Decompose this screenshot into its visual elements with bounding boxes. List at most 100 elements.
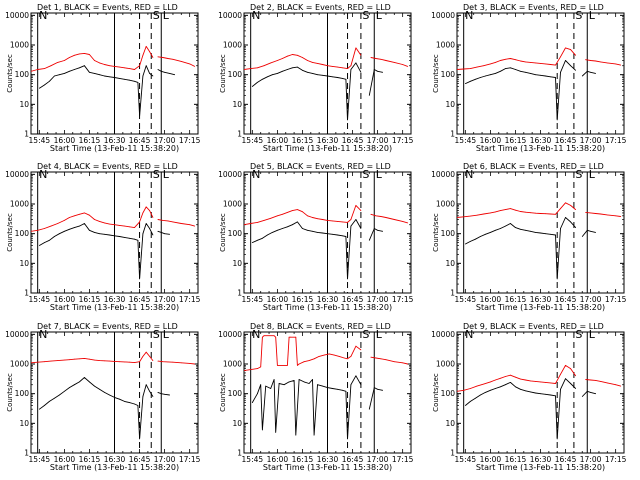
data-point-lld	[119, 361, 120, 363]
data-point-events	[500, 228, 501, 229]
x-tick-label-2: 16:15	[292, 455, 314, 464]
data-point-lld	[44, 228, 45, 229]
data-point-events	[525, 229, 526, 231]
data-point-events	[535, 392, 536, 394]
y-tick-label-1: 10	[445, 419, 455, 428]
data-point-lld	[360, 349, 362, 351]
data-point-events	[520, 70, 521, 72]
data-point-lld	[257, 368, 258, 369]
x-axis-label: Start Time (13-Feb-11 15:38:20)	[476, 463, 605, 472]
y-tick-label-2: 100	[228, 229, 243, 238]
data-point-lld	[338, 356, 340, 357]
data-point-lld	[470, 215, 471, 217]
data-point-lld	[270, 217, 272, 219]
data-point-events	[69, 70, 70, 72]
data-point-events	[505, 384, 506, 386]
series-events-line	[39, 223, 170, 280]
data-point-events	[575, 388, 576, 389]
data-point-lld	[84, 212, 85, 214]
data-point-events	[540, 74, 541, 76]
x-tick-label-1: 16:00	[480, 136, 502, 145]
x-tick-label-1: 16:00	[267, 455, 289, 464]
data-point-lld	[250, 223, 252, 224]
data-point-events	[69, 228, 70, 230]
data-point-lld	[355, 47, 357, 49]
data-point-events	[124, 401, 125, 402]
data-point-lld	[545, 63, 546, 65]
data-point-lld	[119, 225, 120, 226]
data-point-lld	[99, 360, 100, 361]
x-tick-label-3: 16:30	[104, 295, 126, 304]
data-point-lld	[595, 380, 596, 381]
data-point-lld	[194, 66, 196, 67]
data-point-lld	[328, 353, 330, 355]
x-tick-label-4: 16:45	[342, 455, 364, 464]
data-point-events	[485, 75, 486, 77]
x-tick-label-6: 17:15	[605, 136, 627, 145]
data-point-events	[104, 233, 105, 235]
data-point-lld	[172, 361, 174, 363]
data-point-events	[293, 380, 295, 381]
x-tick-label-4: 16:45	[129, 455, 151, 464]
data-point-events	[465, 405, 466, 406]
data-point-lld	[134, 69, 135, 70]
data-point-events	[129, 79, 130, 81]
data-point-events	[160, 393, 162, 395]
data-point-lld	[540, 63, 541, 64]
x-tick-label-3: 16:30	[530, 455, 552, 464]
data-point-lld	[332, 66, 333, 67]
data-point-lld	[360, 210, 362, 212]
x-tick-label-0: 15:45	[29, 455, 51, 464]
data-point-lld	[375, 215, 377, 217]
x-tick-label-1: 16:00	[54, 455, 76, 464]
data-point-events	[59, 74, 60, 76]
data-point-events	[495, 73, 496, 74]
data-point-events	[302, 69, 303, 71]
x-tick-label-3: 16:30	[317, 136, 339, 145]
data-point-lld	[157, 360, 159, 362]
data-point-events	[257, 239, 258, 241]
data-point-lld	[355, 205, 357, 206]
series-events-line	[465, 217, 596, 280]
data-point-events	[273, 379, 275, 380]
data-point-events	[89, 381, 90, 383]
y-tick-label-4: 10000	[431, 11, 455, 20]
data-point-events	[312, 230, 313, 232]
data-point-lld	[260, 366, 262, 368]
data-point-events	[560, 228, 561, 229]
data-point-lld	[510, 374, 511, 376]
data-point-events	[84, 377, 85, 378]
data-point-events	[586, 229, 588, 231]
data-point-lld	[595, 213, 596, 214]
data-point-events	[485, 233, 486, 235]
data-point-events	[350, 384, 352, 386]
marker-label-2: S	[575, 9, 582, 22]
data-point-events	[79, 225, 80, 227]
x-tick-label-6: 17:15	[392, 295, 414, 304]
data-point-events	[590, 71, 591, 73]
data-point-lld	[555, 64, 556, 66]
y-tick-label-1: 10	[232, 419, 242, 428]
data-point-events	[265, 385, 267, 387]
y-axis-label: Counts/sec	[219, 54, 227, 93]
data-point-events	[39, 408, 40, 410]
data-point-events	[382, 71, 383, 73]
panel-det-7: N S L 1 10 100 1000 10000 15:45 16:00 16:15 16:30 16…	[5, 322, 201, 472]
data-point-events	[160, 232, 162, 233]
data-point-lld	[99, 221, 100, 222]
data-point-events	[540, 393, 541, 395]
data-point-lld	[520, 60, 521, 62]
data-point-events	[134, 403, 135, 405]
series-events-line	[39, 377, 170, 440]
data-point-lld	[337, 221, 338, 222]
x-tick-label-5: 17:00	[154, 455, 176, 464]
x-axis-label: Start Time (13-Feb-11 15:38:20)	[263, 303, 392, 312]
data-point-lld	[505, 376, 506, 377]
x-tick-label-2: 16:15	[79, 295, 101, 304]
data-point-lld	[380, 358, 382, 360]
data-point-lld	[303, 361, 305, 363]
data-point-lld	[134, 227, 135, 229]
data-point-lld	[145, 206, 147, 208]
y-tick-label-0: 1	[24, 289, 29, 298]
data-point-events	[257, 82, 258, 83]
